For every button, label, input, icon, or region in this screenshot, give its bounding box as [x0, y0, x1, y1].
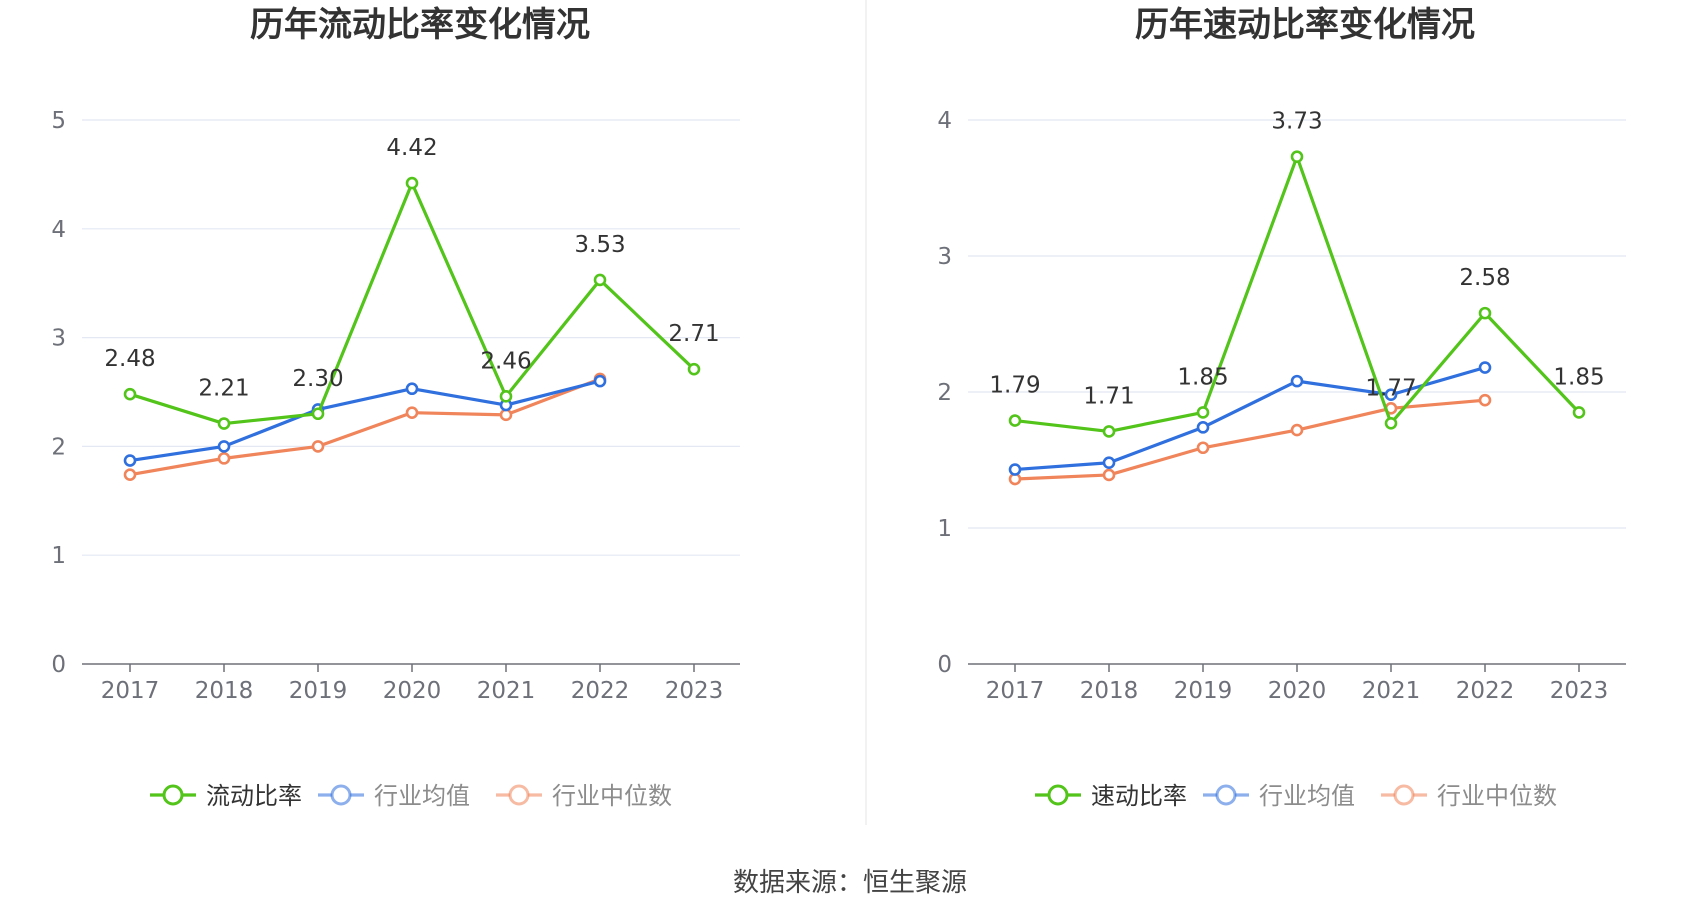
data-label: 2.71	[668, 321, 719, 347]
data-point[interactable]	[1290, 150, 1304, 164]
x-tick-label: 2020	[383, 678, 442, 704]
chart-panel-1: 历年流动比率变化情况 0 1 2 3 4 5 2017 2018 2019 2020 2021 2022…	[51, 5, 740, 810]
data-label: 2.58	[1459, 265, 1510, 291]
x-tick-label: 2018	[195, 678, 254, 704]
x-tick-label: 2023	[1550, 678, 1609, 704]
series-line-median	[1014, 398, 1486, 481]
y-tick-label: 2	[51, 434, 66, 460]
x-tick-label: 2021	[1362, 678, 1421, 704]
legend-item-main[interactable]: 速动比率	[1035, 782, 1187, 810]
x-tick-label: 2022	[1456, 678, 1515, 704]
data-label: 3.53	[574, 232, 625, 258]
data-label: 2.30	[292, 366, 343, 392]
data-point[interactable]	[687, 362, 701, 376]
data-point[interactable]	[1478, 393, 1492, 407]
data-point[interactable]	[217, 440, 231, 453]
y-tick-label: 4	[51, 217, 66, 243]
y-tick-label: 3	[51, 326, 66, 352]
data-label: 1.77	[1365, 375, 1416, 401]
legend-label: 行业均值	[374, 782, 470, 810]
legend-marker-icon	[1393, 784, 1415, 806]
y-tick-label: 0	[51, 652, 66, 678]
data-point[interactable]	[1478, 361, 1492, 374]
chart-title: 历年流动比率变化情况	[250, 5, 590, 45]
legend-item-median[interactable]: 行业中位数	[1381, 782, 1557, 810]
data-point[interactable]	[123, 387, 137, 401]
data-point[interactable]	[1478, 306, 1492, 320]
data-point[interactable]	[1102, 456, 1116, 470]
data-source-note: 数据来源：恒生聚源	[732, 868, 967, 898]
data-label: 1.71	[1083, 383, 1134, 409]
x-tick-label: 2018	[1080, 678, 1139, 704]
y-tick-label: 1	[51, 543, 66, 569]
data-point[interactable]	[1196, 441, 1210, 455]
legend-label: 行业中位数	[552, 782, 672, 810]
y-tick-label: 5	[51, 108, 66, 134]
data-point[interactable]	[499, 390, 513, 403]
data-point[interactable]	[217, 417, 231, 430]
data-label: 2.48	[104, 346, 155, 372]
chart-title: 历年速动比率变化情况	[1135, 5, 1475, 45]
legend-label: 速动比率	[1091, 782, 1187, 810]
data-point[interactable]	[405, 382, 419, 396]
x-tick-label: 2019	[1174, 678, 1233, 704]
data-point[interactable]	[1290, 423, 1304, 437]
legend-marker-icon	[330, 784, 352, 806]
legend-marker-icon	[162, 784, 184, 806]
legend-label: 行业中位数	[1437, 782, 1557, 810]
y-tick-label: 2	[937, 380, 952, 406]
data-point[interactable]	[1196, 406, 1210, 419]
data-label: 2.21	[198, 376, 249, 402]
x-tick-label: 2023	[665, 678, 724, 704]
data-point[interactable]	[593, 273, 607, 287]
data-point[interactable]	[123, 454, 137, 467]
data-point[interactable]	[1008, 414, 1022, 427]
legend-item-median[interactable]: 行业中位数	[496, 782, 672, 810]
legend-marker-icon	[1047, 784, 1069, 806]
y-tick-label: 0	[937, 652, 952, 678]
data-label: 2.46	[480, 348, 531, 374]
chart-panel-2: 历年速动比率变化情况 0 1 2 3 4 2017 2018 2019 2020 2021 2022 2…	[937, 5, 1626, 810]
data-point[interactable]	[217, 452, 231, 465]
data-point[interactable]	[123, 468, 137, 481]
data-point[interactable]	[1196, 421, 1210, 434]
legend-label: 流动比率	[206, 782, 302, 810]
y-tick-label: 3	[937, 244, 952, 270]
data-point[interactable]	[1008, 463, 1022, 476]
y-tick-label: 4	[937, 108, 952, 134]
legend-item-main[interactable]: 流动比率	[150, 782, 302, 810]
y-tick-label: 1	[937, 516, 952, 542]
data-point[interactable]	[1290, 374, 1304, 388]
data-label: 3.73	[1271, 109, 1322, 135]
data-label: 1.85	[1177, 364, 1228, 390]
x-tick-label: 2022	[571, 678, 630, 704]
legend-item-mean[interactable]: 行业均值	[318, 782, 470, 810]
series-line-mean	[129, 379, 601, 463]
x-tick-label: 2021	[477, 678, 536, 704]
series-line-mean	[1014, 365, 1486, 472]
x-tick-label: 2017	[101, 678, 160, 704]
data-point[interactable]	[311, 440, 325, 453]
data-label: 4.42	[386, 135, 437, 161]
x-tick-label: 2017	[986, 678, 1045, 704]
data-point[interactable]	[1384, 416, 1398, 430]
legend-label: 行业均值	[1259, 782, 1355, 810]
legend-item-mean[interactable]: 行业均值	[1203, 782, 1355, 810]
data-point[interactable]	[1102, 468, 1116, 482]
data-point[interactable]	[311, 407, 325, 421]
data-label: 1.85	[1553, 364, 1604, 390]
legend-marker-icon	[1215, 784, 1237, 806]
x-tick-label: 2019	[289, 678, 348, 704]
data-label: 1.79	[989, 373, 1040, 399]
data-point[interactable]	[405, 406, 419, 419]
data-point[interactable]	[1572, 406, 1586, 419]
x-tick-label: 2020	[1268, 678, 1327, 704]
data-point[interactable]	[405, 176, 419, 190]
data-point[interactable]	[1384, 388, 1398, 402]
data-point[interactable]	[1102, 425, 1116, 438]
legend-marker-icon	[508, 784, 530, 806]
series-line-median	[129, 377, 601, 477]
data-point[interactable]	[593, 374, 607, 388]
